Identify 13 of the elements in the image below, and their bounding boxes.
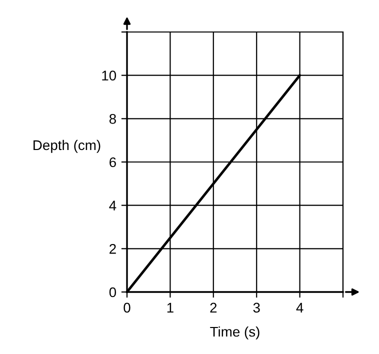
x-tick-label: 2 — [210, 302, 217, 312]
y-tick-label: 10 — [102, 70, 116, 81]
y-tick-label: 4 — [109, 200, 116, 210]
y-tick-label: 8 — [109, 114, 116, 124]
y-tick-label: 2 — [110, 244, 116, 254]
x-axis-title: Time (s) — [210, 326, 260, 340]
x-tick-label: 3 — [253, 302, 260, 313]
x-tick-label: 1 — [167, 302, 174, 312]
y-tick-label: 6 — [110, 157, 116, 168]
y-axis-title: Depth (cm) — [34, 140, 100, 153]
x-tick-label: 4 — [296, 302, 304, 312]
y-tick-label: 0 — [109, 287, 116, 298]
x-tick-label: 0 — [124, 302, 130, 313]
